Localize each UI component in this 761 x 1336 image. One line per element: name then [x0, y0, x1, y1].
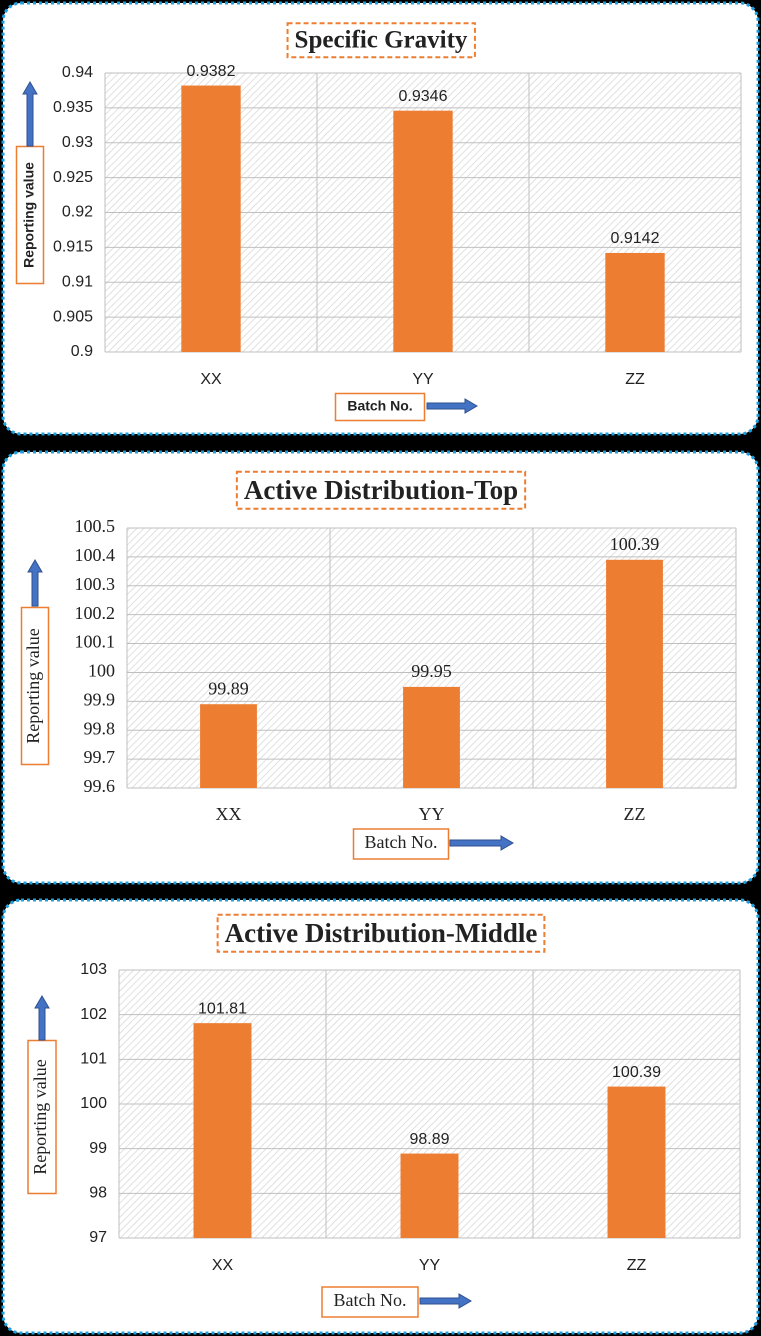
bar	[605, 252, 665, 352]
y-tick-label: 97	[89, 1229, 107, 1246]
y-axis-label: Reporting value	[30, 1059, 50, 1174]
x-axis-label: Batch No.	[365, 832, 438, 852]
y-tick-label: 99.8	[84, 718, 116, 738]
y-tick-label: 103	[80, 961, 107, 978]
y-tick-label: 0.935	[53, 99, 93, 116]
x-tick-label: XX	[200, 371, 222, 388]
title-frame	[216, 913, 546, 953]
value-label: 0.9346	[399, 88, 448, 105]
y-tick-label: 0.93	[62, 134, 93, 151]
y-tick-label: 0.94	[62, 64, 93, 81]
y-axis-label: Reporting value	[23, 628, 43, 743]
title-frame	[235, 470, 527, 510]
y-tick-label: 0.915	[53, 239, 93, 256]
x-tick-label: YY	[412, 371, 434, 388]
arrow	[449, 835, 514, 851]
chart-title: Specific Gravity	[295, 27, 468, 54]
arrow	[34, 995, 50, 1041]
chart-title: Active Distribution-Middle	[225, 918, 538, 948]
arrow	[22, 81, 38, 147]
bar	[200, 704, 257, 788]
value-label: 100.39	[610, 534, 660, 554]
bar	[607, 1086, 666, 1238]
value-label: 98.89	[409, 1131, 449, 1148]
y-tick-label: 99.6	[84, 776, 116, 796]
y-axis-label: Reporting value	[21, 162, 37, 268]
x-tick-label: YY	[419, 804, 445, 824]
bar	[193, 1023, 252, 1238]
value-label: 99.89	[208, 678, 249, 698]
y-tick-label: 100.3	[75, 574, 116, 594]
y-tick-label: 0.91	[62, 273, 93, 290]
x-tick-label: ZZ	[624, 804, 646, 824]
bar	[403, 686, 460, 788]
title-frame	[286, 22, 476, 59]
y-tick-label: 100.5	[75, 516, 116, 536]
y-tick-label: 99.7	[84, 747, 116, 767]
value-label: 0.9142	[611, 230, 660, 247]
y-tick-label: 100	[88, 661, 115, 681]
label-frame	[352, 828, 450, 860]
x-axis-label: Batch No.	[334, 1290, 407, 1310]
y-tick-label: 99.9	[84, 689, 116, 709]
x-tick-label: YY	[419, 1257, 441, 1274]
value-label: 100.39	[612, 1064, 661, 1081]
y-tick-label: 0.925	[53, 169, 93, 186]
arrow	[426, 398, 478, 414]
bar	[400, 1153, 459, 1238]
x-axis-label: Batch No.	[347, 398, 412, 414]
value-label: 99.95	[411, 661, 452, 681]
y-tick-label: 100.4	[75, 545, 116, 565]
x-tick-label: XX	[212, 1257, 234, 1274]
y-tick-label: 0.905	[53, 308, 93, 325]
bar	[393, 110, 453, 352]
label-frame	[321, 1286, 419, 1318]
y-tick-label: 102	[80, 1006, 107, 1023]
value-label: 101.81	[198, 1000, 247, 1017]
x-tick-label: ZZ	[627, 1257, 647, 1274]
label-frame	[334, 392, 426, 422]
arrow	[27, 559, 43, 607]
y-tick-label: 100.2	[75, 603, 116, 623]
y-tick-label: 100	[80, 1095, 107, 1112]
bar	[606, 559, 663, 788]
y-tick-label: 101	[80, 1051, 107, 1068]
y-tick-label: 0.9	[71, 343, 93, 360]
label-frame	[27, 1039, 57, 1195]
label-frame	[20, 606, 50, 766]
chart-title: Active Distribution-Top	[244, 475, 518, 505]
y-tick-label: 98	[89, 1185, 107, 1202]
arrow	[419, 1293, 472, 1309]
value-label: 0.9382	[187, 63, 236, 80]
y-tick-label: 99	[89, 1140, 107, 1157]
y-tick-label: 100.1	[75, 632, 116, 652]
bar	[181, 85, 241, 353]
x-tick-label: XX	[216, 804, 242, 824]
x-tick-label: ZZ	[625, 371, 645, 388]
y-tick-label: 0.92	[62, 204, 93, 221]
